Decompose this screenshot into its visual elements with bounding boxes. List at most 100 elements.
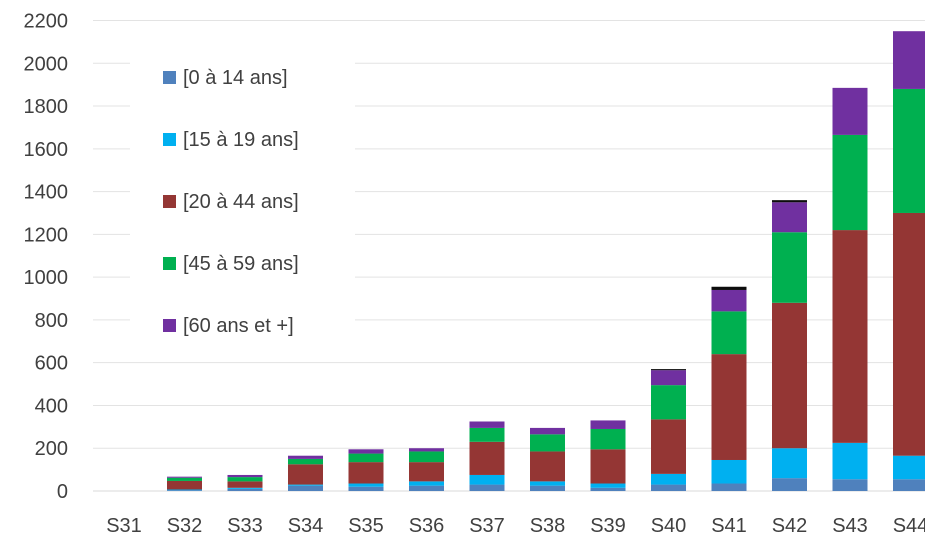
bar-segment: [893, 88, 925, 213]
bar-segment: [711, 286, 747, 290]
x-axis-tick-labels: S31 S32 S33 S34 S35 S36 S37 S38 S39 S40 S41 S42 S43 S…: [106, 515, 925, 537]
bar-segment: [469, 474, 505, 485]
bar-segment: [832, 230, 868, 443]
x-tick-label: S42: [772, 515, 808, 537]
y-tick-label: 2000: [24, 53, 69, 75]
bar-segment: [167, 480, 202, 490]
legend-label: [60 ans et +]: [183, 315, 294, 337]
bar-segment: [772, 478, 807, 491]
bar-segment: [530, 485, 565, 491]
bar-segment: [651, 419, 686, 474]
x-tick-label: S36: [409, 515, 445, 537]
bar-segment: [409, 481, 444, 486]
bar-segment: [409, 448, 444, 452]
x-tick-label: S43: [832, 515, 868, 537]
bar-segment: [469, 427, 505, 442]
bar-segment: [832, 479, 868, 491]
bar-segment: [409, 485, 444, 491]
bar-segment: [711, 483, 747, 491]
bar-segment: [772, 202, 807, 233]
bar-segment: [590, 420, 626, 429]
bar-segment: [832, 134, 868, 231]
legend: [0 à 14 ans] [15 à 19 ans] [20 à 44 ans] [4…: [163, 67, 299, 337]
bar-segment: [167, 477, 202, 481]
bar-segment: [832, 87, 868, 135]
bar-segment: [227, 488, 263, 491]
legend-label: [15 à 19 ans]: [183, 129, 299, 151]
x-tick-label: S33: [227, 515, 263, 537]
bar-segment: [348, 462, 384, 484]
y-tick-label: 1000: [24, 267, 69, 289]
bar-segment: [893, 455, 925, 480]
bar-segment: [288, 455, 323, 459]
bar-segment: [348, 483, 384, 487]
legend-label: [45 à 59 ans]: [183, 253, 299, 275]
legend-swatch: [163, 319, 176, 332]
bar-segment: [288, 458, 323, 465]
bar-segment: [651, 370, 686, 386]
bar-segment: [288, 485, 323, 491]
legend-swatch: [163, 71, 176, 84]
bar-segment: [590, 428, 626, 450]
y-axis-tick-labels: 0 200 400 600 800 1000 1200 1400 1600 1800 2000 220…: [24, 11, 69, 504]
y-tick-label: 1400: [24, 182, 69, 204]
bar-segment: [832, 442, 868, 480]
bar-segment: [167, 489, 202, 491]
bar-segment: [469, 421, 505, 428]
x-tick-label: S44: [893, 515, 925, 537]
legend-label: [20 à 44 ans]: [183, 191, 299, 213]
bar-segment: [348, 449, 384, 454]
y-tick-label: 1800: [24, 96, 69, 118]
bar-segment: [227, 487, 263, 489]
bar-segment: [711, 289, 747, 312]
y-tick-label: 2200: [24, 11, 69, 33]
legend-swatch: [163, 195, 176, 208]
legend-swatch: [163, 257, 176, 270]
legend-label: [0 à 14 ans]: [183, 67, 288, 89]
bar-segment: [530, 434, 565, 452]
y-tick-label: 1600: [24, 139, 69, 161]
bar-segment: [227, 477, 263, 482]
bar-segment: [530, 427, 565, 435]
bar-segment: [469, 441, 505, 475]
x-tick-label: S37: [469, 515, 505, 537]
y-tick-label: 200: [35, 438, 68, 460]
y-tick-label: 1200: [24, 224, 69, 246]
bar-segment: [288, 464, 323, 485]
bar-segment: [772, 448, 807, 479]
bar-segment: [348, 486, 384, 491]
x-tick-label: S40: [651, 515, 687, 537]
bar-segment: [167, 476, 202, 478]
y-tick-label: 600: [35, 353, 68, 375]
bar-segment: [893, 212, 925, 456]
x-tick-label: S31: [106, 515, 142, 537]
bar-segment: [348, 453, 384, 463]
bars: [167, 31, 925, 491]
bar-segment: [590, 483, 626, 488]
y-tick-label: 0: [57, 481, 68, 503]
bar-segment: [530, 481, 565, 486]
bar-segment: [409, 462, 444, 482]
bar-segment: [227, 481, 263, 488]
bar-segment: [469, 484, 505, 491]
bar-segment: [711, 459, 747, 484]
bar-segment: [651, 385, 686, 420]
bar-segment: [288, 484, 323, 486]
bar-segment: [409, 451, 444, 463]
bar-segment: [711, 354, 747, 460]
x-tick-label: S35: [348, 515, 384, 537]
bar-segment: [530, 451, 565, 482]
bar-segment: [651, 473, 686, 485]
y-tick-label: 400: [35, 395, 68, 417]
bar-segment: [711, 311, 747, 355]
bar-segment: [772, 232, 807, 303]
legend-swatch: [163, 133, 176, 146]
x-tick-label: S39: [590, 515, 626, 537]
y-tick-label: 800: [35, 310, 68, 332]
bar-segment: [893, 479, 925, 491]
x-tick-label: S32: [167, 515, 203, 537]
bar-segment: [590, 449, 626, 484]
x-tick-label: S38: [530, 515, 566, 537]
bar-segment: [651, 484, 686, 491]
